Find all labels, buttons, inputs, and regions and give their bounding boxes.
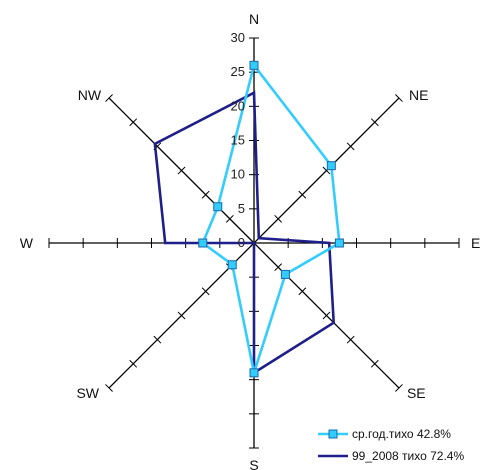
radial-tick-label: 0 <box>238 235 245 250</box>
point-1-sw <box>227 260 237 270</box>
point-1-s <box>249 368 259 378</box>
point-1-w <box>198 238 208 248</box>
point-1-n <box>249 60 259 70</box>
tick-sw-20 <box>153 335 162 344</box>
tick-se-20 <box>346 335 355 344</box>
legend-marker-1 <box>328 429 338 439</box>
tick-ne-25 <box>370 118 379 127</box>
tick-nw-25 <box>129 118 138 127</box>
tick-se-5 <box>274 263 283 272</box>
radial-tick-label: 15 <box>231 133 245 148</box>
direction-label-n: N <box>249 11 259 27</box>
tick-ne-10 <box>298 190 307 199</box>
direction-label-ne: NE <box>409 87 428 103</box>
legend-label-2: 99_2008 тихо 72.4% <box>352 449 464 463</box>
direction-label-sw: SW <box>76 385 99 401</box>
direction-label-nw: NW <box>78 87 102 103</box>
radial-tick-label: 20 <box>231 98 245 113</box>
tick-sw-30 <box>105 384 113 392</box>
tick-nw-30 <box>105 94 113 102</box>
series-line-1 <box>201 62 341 378</box>
point-1-ne <box>326 161 336 171</box>
radial-tick-label: 10 <box>231 167 245 182</box>
point-1-se <box>280 269 290 279</box>
tick-nw-5 <box>225 214 234 223</box>
point-1-e <box>334 238 344 248</box>
legend: ср.год.тихо 42.8% 99_2008 тихо 72.4% <box>318 427 464 463</box>
series-layer <box>153 60 344 378</box>
direction-label-e: E <box>471 235 480 251</box>
tick-ne-20 <box>346 142 355 151</box>
tick-sw-15 <box>177 311 186 320</box>
radial-tick-label: 5 <box>238 201 245 216</box>
tick-sw-25 <box>129 359 138 368</box>
tick-nw-10 <box>201 190 210 199</box>
tick-ne-15 <box>322 166 331 175</box>
legend-label-1: ср.год.тихо 42.8% <box>352 427 451 441</box>
labels-layer: 0 5 10 15 20 25 30 N NE E SE S SW W NW <box>20 11 481 470</box>
tick-se-30 <box>395 384 403 392</box>
tick-se-25 <box>370 359 379 368</box>
tick-sw-10 <box>201 287 210 296</box>
axes-layer <box>48 37 460 449</box>
tick-se-15 <box>322 311 331 320</box>
direction-label-s: S <box>249 457 258 470</box>
tick-se-10 <box>298 287 307 296</box>
direction-label-se: SE <box>407 385 426 401</box>
point-1-nw <box>213 202 223 212</box>
radial-tick-label: 30 <box>231 30 245 45</box>
tick-ne-30 <box>395 94 403 102</box>
tick-ne-5 <box>274 214 283 223</box>
direction-label-w: W <box>20 235 34 251</box>
tick-nw-15 <box>177 166 186 175</box>
radial-tick-label: 25 <box>231 64 245 79</box>
